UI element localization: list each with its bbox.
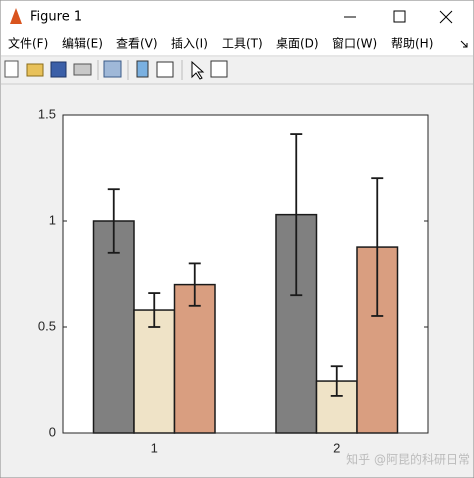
pointer-icon[interactable] <box>191 60 205 80</box>
print-icon[interactable] <box>73 63 92 76</box>
menu-bar <box>1 33 473 55</box>
colorbar-icon[interactable] <box>136 60 149 78</box>
menu-item[interactable]: 文件(F) <box>8 36 48 51</box>
menu-item[interactable]: 窗口(W) <box>332 37 377 51</box>
menu-item[interactable]: 编辑(E) <box>62 36 103 51</box>
menu-item[interactable]: 桌面(D) <box>276 37 319 51</box>
y-tick-label: 0.5 <box>38 318 56 333</box>
link-icon[interactable] <box>103 60 122 78</box>
menu-items: 文件(F) 编辑(E) 查看(V) 插入(I) 工具(T) 桌面(D) 窗口(W) 帮助(H) <box>8 36 433 51</box>
y-tick-label: 1 <box>49 212 56 227</box>
app-icon <box>10 8 22 24</box>
open-icon[interactable] <box>26 63 44 77</box>
menu-item[interactable]: 帮助(H) <box>391 37 433 51</box>
error-bar <box>148 292 161 328</box>
error-bar <box>330 365 343 397</box>
watermark: 知乎 @阿昆的科研日常 <box>346 452 470 467</box>
axes-box <box>62 114 429 434</box>
error-bar <box>371 177 384 317</box>
menu-item[interactable]: 插入(I) <box>171 37 208 51</box>
new-icon[interactable] <box>4 60 19 78</box>
menu-item[interactable]: 查看(V) <box>116 37 158 51</box>
error-bar <box>107 188 120 254</box>
y-tick-label: 1.5 <box>38 106 56 121</box>
toolbar <box>4 60 228 80</box>
window-title: Figure 1 <box>30 10 82 25</box>
bar <box>173 283 216 434</box>
maximize-button[interactable] <box>393 10 406 23</box>
bar <box>92 220 135 434</box>
menu-arrow[interactable] <box>460 40 468 48</box>
error-bar <box>290 133 303 297</box>
y-tick-label: 0 <box>49 424 56 439</box>
x-tick-label: 2 <box>333 440 340 455</box>
x-tick-label: 1 <box>151 440 158 455</box>
close-button[interactable] <box>439 10 453 24</box>
legend-icon[interactable] <box>156 61 174 78</box>
menu-item[interactable]: 工具(T) <box>222 37 263 51</box>
error-bar <box>188 262 201 307</box>
save-icon[interactable] <box>50 61 67 78</box>
property-icon[interactable] <box>210 60 228 78</box>
bar <box>133 309 176 434</box>
